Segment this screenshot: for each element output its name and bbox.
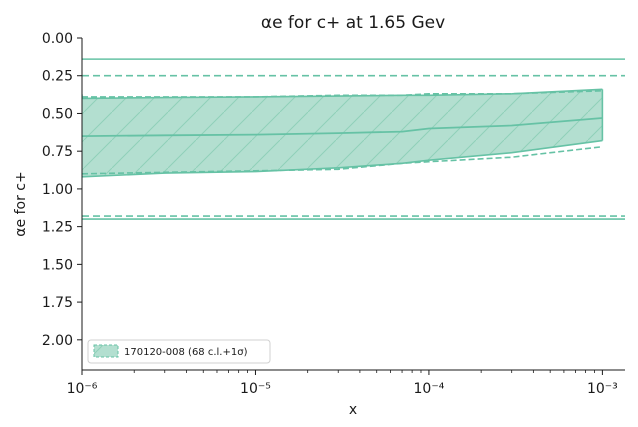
x-tick-label: 10⁻³ [587, 381, 618, 397]
dashed-upper-line [82, 90, 603, 98]
y-tick-label: 0.00 [42, 31, 73, 47]
legend-box [87, 339, 271, 364]
legend-label: 170120-008 (68 c.l.+1σ) [124, 347, 248, 358]
y-tick-label: 1.75 [42, 295, 73, 311]
plot-area [82, 88, 604, 178]
chart-title: αe for c+ at 1.65 Gev [261, 13, 445, 33]
y-ticks: 0.00 0.25 0.50 0.75 1.00 1.25 1.50 1.75 2.00 [42, 31, 82, 349]
dashed-lower-line [82, 145, 603, 175]
y-tick-label: 1.50 [42, 257, 73, 273]
y-tick-label: 1.00 [42, 182, 73, 198]
y-tick-label: 0.75 [42, 144, 73, 160]
legend-swatch-hatch [94, 345, 118, 357]
x-axis-label: x [349, 402, 357, 418]
x-tick-label: 10⁻⁵ [240, 381, 271, 397]
y-tick-label: 1.25 [42, 220, 73, 236]
y-tick-label: 0.25 [42, 69, 73, 85]
x-tick-label: 10⁻⁶ [67, 381, 98, 397]
y-tick-label: 0.50 [42, 106, 73, 122]
y-axis-label: αe for c+ [13, 171, 29, 236]
reference-lines [82, 58, 625, 220]
x-ticks: 10⁻⁶ 10⁻⁵ 10⁻⁴ 10⁻³ [67, 370, 618, 397]
x-tick-label: 10⁻⁴ [414, 381, 445, 397]
y-tick-label: 2.00 [42, 333, 73, 349]
legend: 170120-008 (68 c.l.+1σ) [87, 339, 271, 364]
central-line [82, 117, 603, 137]
